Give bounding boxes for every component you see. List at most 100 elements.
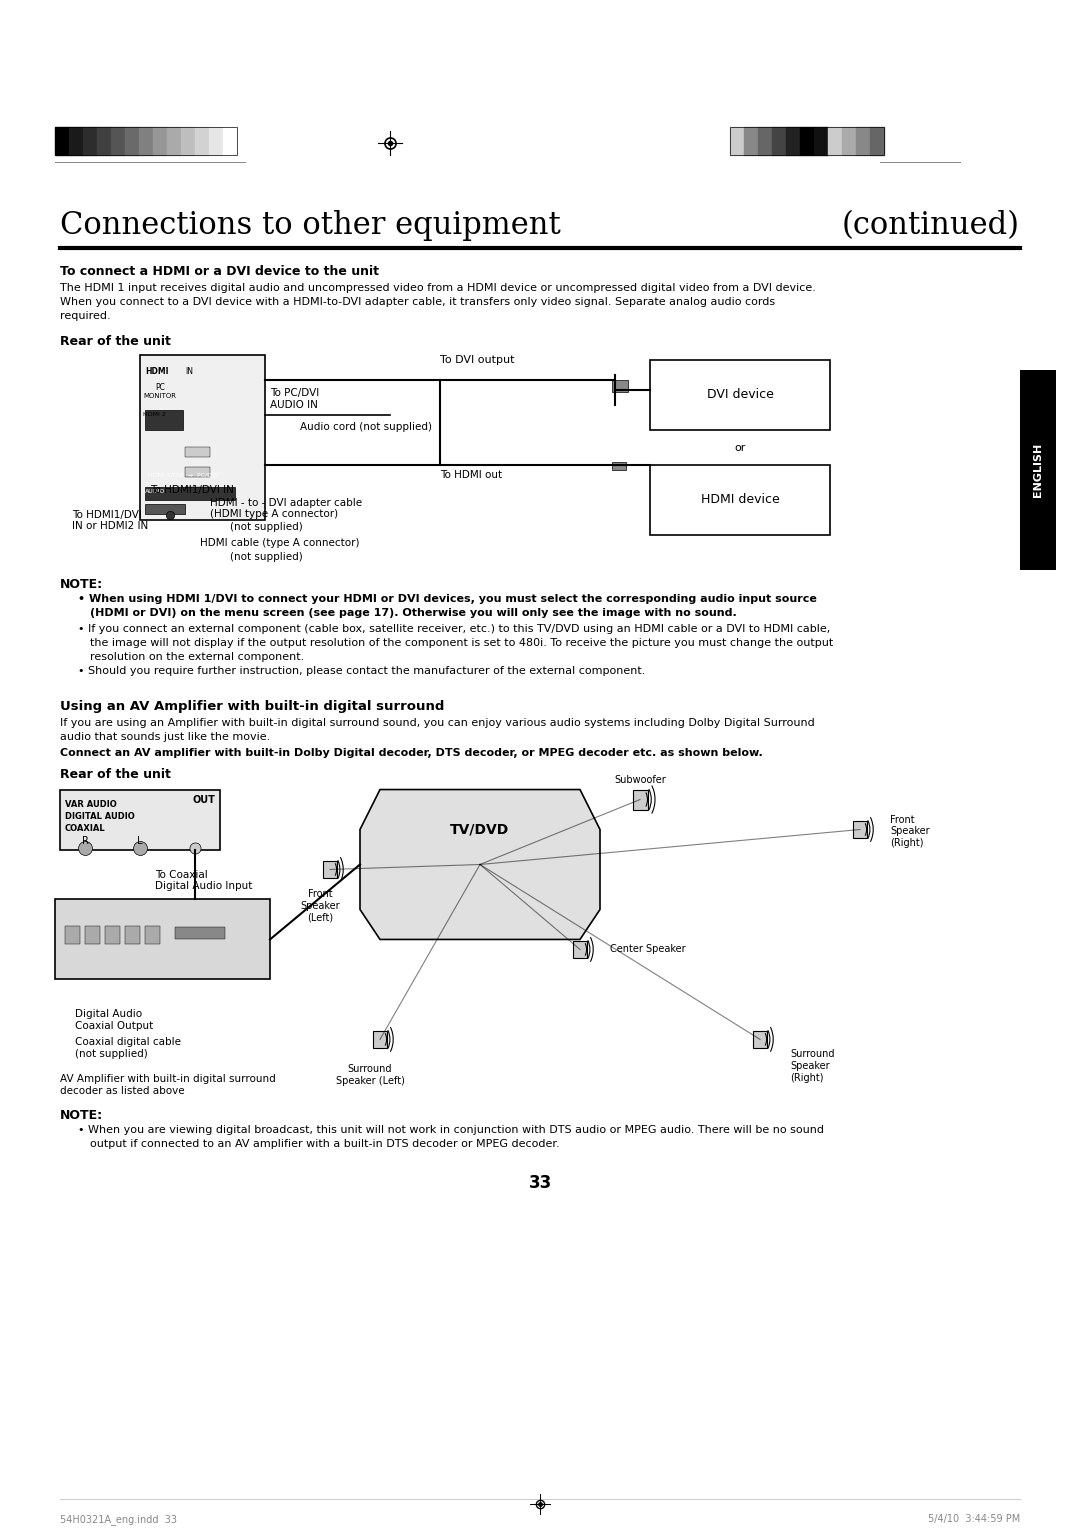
Bar — [69, 127, 83, 154]
Text: AV Amplifier with built-in digital surround
decoder as listed above: AV Amplifier with built-in digital surro… — [60, 1074, 275, 1096]
Text: The HDMI 1 input receives digital audio and uncompressed video from a HDMI devic: The HDMI 1 input receives digital audio … — [60, 283, 815, 293]
Text: Center Speaker: Center Speaker — [610, 944, 686, 955]
Bar — [374, 1030, 387, 1048]
Text: Subwoofer: Subwoofer — [615, 775, 666, 784]
Bar — [145, 504, 185, 513]
Text: If you are using an Amplifier with built-in digital surround sound, you can enjo: If you are using an Amplifier with built… — [60, 718, 814, 727]
Text: • If you connect an external component (cable box, satellite receiver, etc.) to : • If you connect an external component (… — [78, 623, 831, 634]
Text: DIGITAL AUDIO: DIGITAL AUDIO — [65, 811, 135, 821]
Text: To connect a HDMI or a DVI device to the unit: To connect a HDMI or a DVI device to the… — [60, 264, 379, 278]
Text: VAR AUDIO: VAR AUDIO — [65, 799, 117, 808]
Text: ENGLISH: ENGLISH — [1032, 443, 1043, 497]
Bar — [853, 821, 866, 839]
Bar — [612, 461, 626, 469]
Text: To Coaxial
Digital Audio Input: To Coaxial Digital Audio Input — [156, 869, 253, 891]
Bar — [210, 127, 222, 154]
Bar — [140, 354, 265, 520]
Bar — [55, 127, 237, 154]
Text: (continued): (continued) — [842, 209, 1020, 241]
Text: Connections to other equipment: Connections to other equipment — [60, 209, 561, 241]
Text: Audio cord (not supplied): Audio cord (not supplied) — [300, 422, 432, 432]
Text: PC: PC — [156, 384, 165, 391]
Bar — [573, 941, 586, 958]
Text: output if connected to an AV amplifier with a built-in DTS decoder or MPEG decod: output if connected to an AV amplifier w… — [90, 1140, 559, 1149]
Text: 54H0321A_eng.indd  33: 54H0321A_eng.indd 33 — [60, 1514, 177, 1525]
Text: Front
Speaker
(Left): Front Speaker (Left) — [300, 889, 340, 923]
Bar — [185, 466, 210, 477]
Bar — [125, 127, 139, 154]
Text: Front
Speaker
(Right): Front Speaker (Right) — [890, 814, 930, 848]
Bar — [181, 127, 195, 154]
Bar — [139, 127, 153, 154]
Polygon shape — [360, 790, 600, 940]
Bar — [145, 926, 160, 944]
Bar — [153, 127, 167, 154]
Text: HDMI device: HDMI device — [701, 494, 780, 506]
Bar — [786, 127, 800, 154]
Bar — [175, 927, 225, 940]
Text: or: or — [734, 443, 745, 452]
Text: MONITOR: MONITOR — [144, 393, 176, 399]
Bar — [800, 127, 814, 154]
Text: required.: required. — [60, 310, 110, 321]
Text: TV/DVD: TV/DVD — [450, 822, 510, 836]
Bar — [105, 926, 120, 944]
Text: Coaxial digital cable
(not supplied): Coaxial digital cable (not supplied) — [75, 1038, 181, 1059]
Text: resolution on the external component.: resolution on the external component. — [90, 651, 305, 662]
Text: (not supplied): (not supplied) — [230, 521, 302, 532]
Text: COAXIAL: COAXIAL — [65, 824, 106, 833]
Text: To PC/DVI
AUDIO IN: To PC/DVI AUDIO IN — [270, 388, 320, 410]
Text: NOTE:: NOTE: — [60, 1109, 103, 1123]
Text: To HDMI1/DVI IN: To HDMI1/DVI IN — [150, 484, 234, 495]
Bar — [83, 127, 97, 154]
Bar — [758, 127, 772, 154]
Text: (not supplied): (not supplied) — [230, 552, 302, 562]
Bar — [633, 790, 648, 810]
Bar — [185, 446, 210, 457]
Bar — [185, 487, 210, 497]
Text: Surround
Speaker
(Right): Surround Speaker (Right) — [789, 1050, 835, 1082]
Bar — [55, 127, 69, 154]
Text: the image will not display if the output resolution of the component is set to 4: the image will not display if the output… — [90, 637, 834, 648]
Bar — [828, 127, 842, 154]
Text: To HDMI1/DVI
IN or HDMI2 IN: To HDMI1/DVI IN or HDMI2 IN — [72, 510, 148, 532]
Text: Using an AV Amplifier with built-in digital surround: Using an AV Amplifier with built-in digi… — [60, 700, 444, 712]
Text: 33: 33 — [528, 1175, 552, 1192]
Text: L: L — [137, 836, 143, 845]
Text: Surround
Speaker (Left): Surround Speaker (Left) — [336, 1065, 404, 1086]
Bar — [744, 127, 758, 154]
Bar — [167, 127, 181, 154]
Bar — [612, 380, 627, 391]
Text: Rear of the unit: Rear of the unit — [60, 335, 171, 348]
Text: To HDMI out: To HDMI out — [440, 469, 502, 480]
Text: To DVI output: To DVI output — [440, 354, 514, 365]
Bar — [111, 127, 125, 154]
Text: • When you are viewing digital broadcast, this unit will not work in conjunction: • When you are viewing digital broadcast… — [78, 1125, 824, 1135]
Text: Connect an AV amplifier with built-in Dolby Digital decoder, DTS decoder, or MPE: Connect an AV amplifier with built-in Do… — [60, 747, 762, 758]
Text: Rear of the unit: Rear of the unit — [60, 767, 171, 781]
Text: R: R — [82, 836, 89, 845]
Bar — [870, 127, 885, 154]
Text: (HDMI or DVI) on the menu screen (see page 17). Otherwise you will only see the : (HDMI or DVI) on the menu screen (see pa… — [90, 608, 737, 617]
Bar — [145, 410, 183, 429]
Bar — [754, 1030, 767, 1048]
Bar — [730, 127, 885, 154]
Bar — [842, 127, 856, 154]
Text: AUDIO: AUDIO — [145, 489, 165, 494]
Text: HDMI 2: HDMI 2 — [143, 411, 166, 417]
Bar — [1020, 370, 1056, 570]
Bar — [97, 127, 111, 154]
Bar — [772, 127, 786, 154]
Bar — [650, 465, 831, 535]
Bar — [60, 790, 220, 850]
Bar — [195, 127, 210, 154]
Bar — [730, 127, 744, 154]
Text: NOTE:: NOTE: — [60, 578, 103, 591]
Text: HDMI - to - DVI adapter cable
(HDMI type A connector): HDMI - to - DVI adapter cable (HDMI type… — [210, 498, 362, 520]
Bar — [65, 926, 80, 944]
Text: HDMI cable (type A connector): HDMI cable (type A connector) — [200, 538, 360, 547]
Text: • When using HDMI 1/DVI to connect your HDMI or DVI devices, you must select the: • When using HDMI 1/DVI to connect your … — [78, 594, 816, 604]
Text: 5/4/10  3:44:59 PM: 5/4/10 3:44:59 PM — [928, 1514, 1020, 1523]
Text: HDMI: HDMI — [145, 367, 168, 376]
Bar — [650, 359, 831, 429]
